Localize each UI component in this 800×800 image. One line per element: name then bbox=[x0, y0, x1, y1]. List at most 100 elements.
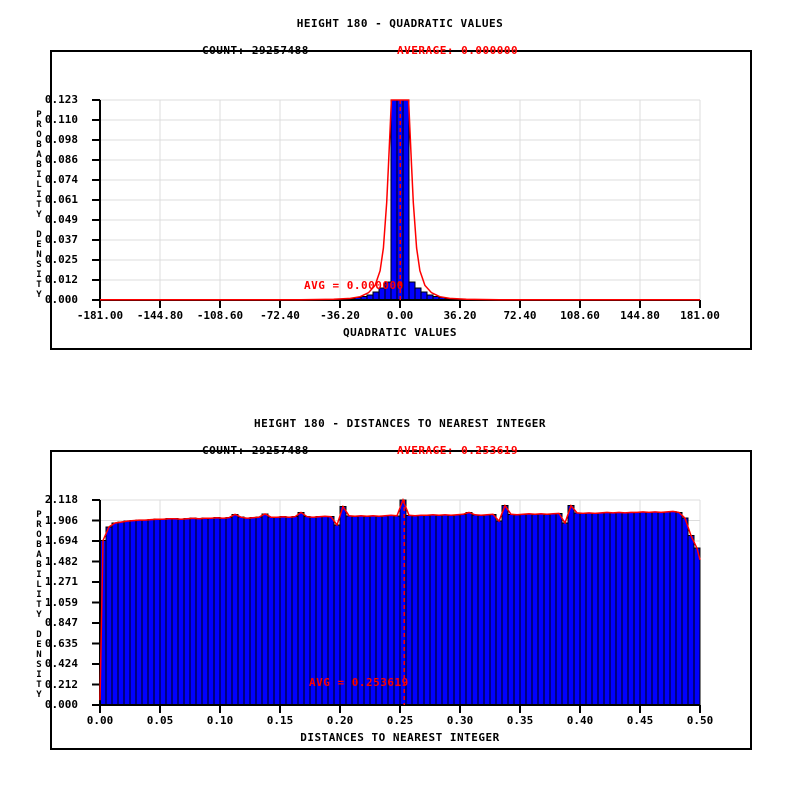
x-tick-label: 0.00 bbox=[386, 309, 414, 322]
histogram-bar bbox=[663, 511, 671, 706]
histogram-bar bbox=[261, 513, 269, 706]
y-axis-title-letter: O bbox=[36, 130, 42, 140]
x-tick-label: -144.80 bbox=[136, 309, 184, 322]
histogram-bar bbox=[429, 514, 437, 706]
frame-border bbox=[50, 50, 752, 350]
histogram-bar bbox=[525, 513, 533, 706]
histogram-bar bbox=[231, 513, 239, 706]
y-axis-title-letter: T bbox=[36, 200, 42, 210]
x-axis-title: DISTANCES TO NEAREST INTEGER bbox=[300, 731, 500, 744]
histogram-bar bbox=[411, 515, 419, 706]
y-axis-title-letter: D bbox=[36, 230, 42, 240]
y-tick-label: 0.061 bbox=[44, 193, 78, 206]
frame-border bbox=[50, 450, 752, 750]
histogram-bar bbox=[585, 512, 593, 706]
y-axis-title-letter: P bbox=[36, 510, 42, 520]
histogram-bar bbox=[645, 511, 653, 706]
histogram-bar bbox=[129, 520, 137, 706]
chart-title: HEIGHT 180 - QUADRATIC VALUES bbox=[296, 17, 504, 30]
x-tick-label: 0.15 bbox=[266, 714, 294, 727]
histogram-bar bbox=[477, 514, 485, 706]
y-axis-title-letter: A bbox=[36, 150, 42, 160]
y-axis-title-letter: I bbox=[36, 590, 42, 600]
histogram-bar bbox=[447, 514, 455, 706]
chart-title: HEIGHT 180 - DISTANCES TO NEAREST INTEGE… bbox=[253, 417, 547, 430]
y-axis-title-letter: L bbox=[36, 180, 42, 190]
histogram-bar bbox=[591, 512, 599, 706]
y-tick-label: 0.086 bbox=[44, 153, 78, 166]
histogram-bar bbox=[147, 519, 155, 706]
histogram-bar bbox=[489, 513, 497, 706]
histogram-bar bbox=[627, 511, 635, 706]
x-axis-title: QUADRATIC VALUES bbox=[343, 326, 457, 339]
histogram-bar bbox=[459, 513, 467, 706]
y-axis-title-letter: Y bbox=[36, 690, 42, 700]
y-tick-label: 0.012 bbox=[44, 273, 78, 286]
histogram-bar bbox=[465, 511, 473, 706]
y-axis-title-letter: R bbox=[36, 120, 42, 130]
histogram-bar bbox=[651, 511, 659, 706]
histogram-bar bbox=[621, 512, 629, 706]
y-axis-title-letter: A bbox=[36, 550, 42, 560]
histogram-bar bbox=[501, 505, 509, 706]
histogram-bar bbox=[561, 522, 569, 706]
histogram-bar bbox=[273, 516, 281, 706]
average-label: AVERAGE: 0.253619 bbox=[397, 444, 519, 457]
x-tick-label: -108.60 bbox=[196, 309, 244, 322]
histogram-bar bbox=[183, 518, 191, 706]
y-axis-title-letter: I bbox=[36, 190, 42, 200]
y-axis-title-letter: B bbox=[36, 160, 42, 170]
y-axis-title-letter: B bbox=[36, 540, 42, 550]
histogram-bar bbox=[219, 517, 227, 706]
histogram-bar bbox=[573, 512, 581, 706]
y-tick-label: 0.000 bbox=[44, 698, 78, 711]
histogram-bar bbox=[213, 517, 221, 706]
avg-annotation: AVG = 0.000000 bbox=[304, 279, 404, 292]
x-tick-label: 0.05 bbox=[146, 714, 174, 727]
y-axis-title-letter: B bbox=[36, 140, 42, 150]
histogram-bar bbox=[687, 535, 695, 706]
x-tick-label: 0.40 bbox=[566, 714, 594, 727]
histogram-bar bbox=[657, 511, 665, 706]
x-tick-label: 0.10 bbox=[206, 714, 234, 727]
x-tick-label: 181.00 bbox=[680, 309, 720, 322]
y-axis-title-letter: I bbox=[36, 670, 42, 680]
histogram-bar bbox=[237, 516, 245, 706]
x-tick-label: -181.00 bbox=[76, 309, 124, 322]
x-tick-label: -72.40 bbox=[260, 309, 300, 322]
y-axis-title-letter: T bbox=[36, 600, 42, 610]
x-tick-label: 0.00 bbox=[86, 714, 114, 727]
histogram-bar bbox=[519, 513, 527, 706]
histogram-bar bbox=[543, 513, 551, 706]
y-axis-title-letter: E bbox=[36, 240, 42, 250]
histogram-bar bbox=[483, 514, 491, 706]
y-tick-label: 1.694 bbox=[44, 534, 78, 547]
histogram-bar bbox=[117, 521, 125, 706]
y-tick-label: 0.110 bbox=[44, 113, 78, 126]
y-axis-title-letter: S bbox=[36, 660, 42, 670]
y-axis-title-letter: S bbox=[36, 260, 42, 270]
histogram-bar bbox=[111, 522, 119, 706]
y-tick-label: 0.123 bbox=[44, 93, 78, 106]
histogram-bar bbox=[693, 547, 701, 706]
y-axis-title-letter: T bbox=[36, 280, 42, 290]
x-tick-label: 0.30 bbox=[446, 714, 474, 727]
y-tick-label: 0.098 bbox=[44, 133, 78, 146]
histogram-bar bbox=[417, 514, 425, 706]
x-tick-label: 0.50 bbox=[686, 714, 714, 727]
histogram-bar bbox=[471, 514, 479, 706]
y-axis-title-letter: Y bbox=[36, 290, 42, 300]
histogram-bar bbox=[609, 512, 617, 706]
histogram-bar bbox=[675, 511, 683, 706]
y-axis-title-letter: I bbox=[36, 570, 42, 580]
histogram-bar bbox=[177, 518, 185, 706]
histogram-bar bbox=[507, 513, 515, 706]
x-tick-label: 0.20 bbox=[326, 714, 354, 727]
histogram-bar bbox=[597, 512, 605, 706]
y-tick-label: 0.025 bbox=[44, 253, 78, 266]
y-tick-label: 0.424 bbox=[44, 657, 78, 670]
y-tick-label: 0.635 bbox=[44, 636, 78, 650]
